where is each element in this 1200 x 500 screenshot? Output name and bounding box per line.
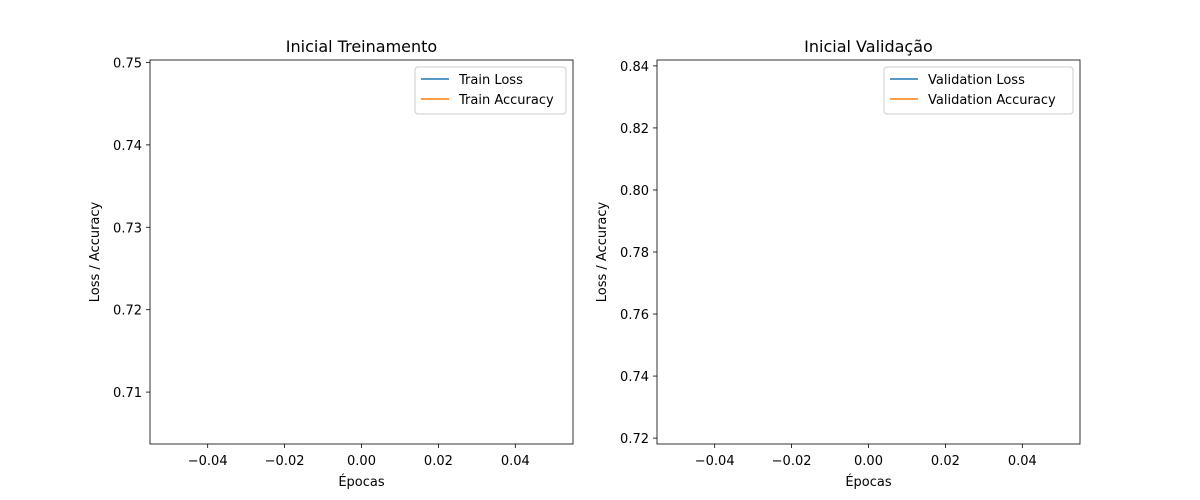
x-tick-label: 0.04 [1008,454,1037,469]
legend: Validation Loss Validation Accuracy [883,66,1074,115]
plot-frame [656,59,1081,445]
y-tick-label: 0.72 [620,432,649,447]
chart-title: Inicial Treinamento [286,37,437,56]
legend: Train Loss Train Accuracy [414,66,567,115]
y-tick-label: 0.80 [620,184,649,199]
legend-label-2: Train Accuracy [458,93,554,108]
legend-frame [414,66,567,115]
x-tick-label: 0.00 [854,454,883,469]
legend-label-2: Validation Accuracy [928,93,1056,108]
subplot-1: Inicial Treinamento −0.04 −0.02 0.00 0.02 0.0… [88,37,574,490]
y-tick-label: 0.78 [620,246,649,261]
x-tick-label: −0.04 [188,454,228,469]
subplot-2: Inicial Validação −0.04 −0.02 0.00 0.02 0.04 0… [595,37,1081,490]
plot-frame [149,59,574,445]
y-tick-label: 0.84 [620,60,649,75]
y-tick-label: 0.76 [620,308,649,323]
y-tick-label: 0.75 [113,56,142,71]
y-tick-label: 0.82 [620,122,649,137]
y-tick-label: 0.73 [113,221,142,236]
chart-title: Inicial Validação [804,37,933,56]
legend-label-1: Validation Loss [928,73,1025,88]
x-tick-label: −0.02 [772,454,812,469]
x-axis-label: Épocas [338,474,385,490]
x-tick-label: 0.00 [347,454,376,469]
y-tick-label: 0.71 [113,386,142,401]
legend-label-1: Train Loss [458,73,523,88]
x-tick-label: 0.04 [501,454,530,469]
y-axis-label: Loss / Accuracy [88,201,103,302]
x-axis-label: Épocas [845,474,892,490]
legend-frame [883,66,1074,115]
y-axis-label: Loss / Accuracy [595,201,610,302]
y-tick-label: 0.72 [113,304,142,319]
x-tick-label: 0.02 [931,454,960,469]
x-tick-label: −0.04 [695,454,735,469]
x-tick-label: −0.02 [265,454,305,469]
y-tick-label: 0.74 [113,139,142,154]
y-tick-label: 0.74 [620,370,649,385]
x-tick-label: 0.02 [424,454,453,469]
